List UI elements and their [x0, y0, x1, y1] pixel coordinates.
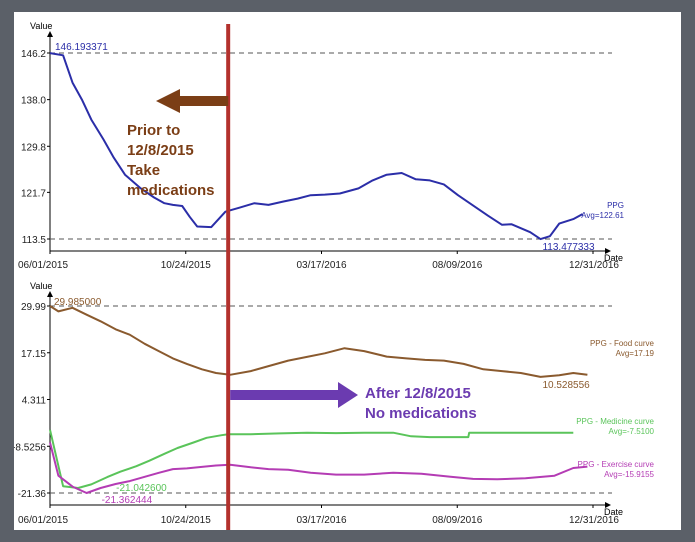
x-tick-label: 06/01/2015: [18, 260, 68, 271]
x-tick-label: 08/09/2016: [432, 260, 482, 271]
after-annotation-line: No medications: [365, 405, 477, 422]
legend-series-name: PPG - Food curve: [590, 339, 655, 348]
y-tick-label: 4.311: [22, 396, 47, 407]
x-tick-label: 10/24/2015: [161, 515, 211, 526]
x-tick-label: 12/31/2016: [569, 515, 619, 526]
x-tick-label: 12/31/2016: [569, 260, 619, 271]
data-label: -21.362444: [102, 495, 153, 506]
y-tick-label: 121.7: [21, 188, 46, 199]
x-tick-label: 03/17/2016: [296, 515, 346, 526]
x-tick-label: 06/01/2015: [18, 515, 68, 526]
y-tick-label: 17.15: [21, 349, 46, 360]
legend-series-avg: Avg=17.19: [616, 349, 655, 358]
y-tick-label: 113.5: [22, 235, 47, 246]
y-axis-label: Value: [30, 281, 52, 291]
right-arrow-icon: [230, 382, 358, 408]
x-axis-arrow-icon: [605, 502, 611, 508]
chart-svg: Value Date 146.2 138.0 129.8 121.7 113.5 06/01/…: [14, 21, 655, 530]
x-tick-label: 10/24/2015: [161, 260, 211, 271]
y-tick-label: 146.2: [21, 49, 46, 60]
y-tick-label: 138.0: [21, 96, 46, 107]
data-label: 29.985000: [54, 297, 102, 308]
before-annotation-line: Prior to: [127, 122, 180, 139]
chart-panel: Value Date 146.2 138.0 129.8 121.7 113.5 06/01/…: [14, 12, 681, 530]
series-line-0: [49, 305, 588, 378]
before-annotation-line: Take: [127, 162, 160, 179]
x-tick-label: 08/09/2016: [432, 515, 482, 526]
legend-series-name: PPG - Exercise curve: [578, 460, 655, 469]
x-axis-arrow-icon: [605, 248, 611, 254]
y-tick-label: 29.99: [21, 302, 46, 313]
y-axis-arrow-icon: [47, 291, 53, 297]
series-line-1: [49, 429, 574, 489]
series-line-2: [49, 442, 588, 494]
legend-series-avg: Avg=122.61: [581, 211, 624, 220]
x-axis-label: Date: [604, 253, 623, 263]
y-tick-label: 129.8: [21, 142, 46, 153]
legend-series-avg: Avg=-7.5100: [609, 427, 655, 436]
series-line-0: [49, 52, 584, 241]
x-axis-label: Date: [604, 507, 623, 517]
y-axis-arrow-icon: [47, 31, 53, 37]
after-annotation-line: After 12/8/2015: [365, 385, 471, 402]
legend-series-name: PPG - Medicine curve: [576, 417, 654, 426]
data-label: 146.193371: [55, 42, 108, 53]
y-tick-label: -8.5256: [14, 442, 46, 453]
data-label: 10.528556: [542, 380, 590, 391]
left-arrow-icon: [156, 89, 229, 113]
legend-series-avg: Avg=-15.9155: [604, 470, 654, 479]
legend-series-name: PPG: [607, 201, 624, 210]
data-label: -21.042600: [116, 483, 167, 494]
y-tick-label: -21.36: [18, 489, 47, 500]
before-annotation-line: medications: [127, 182, 215, 199]
x-tick-label: 03/17/2016: [296, 260, 346, 271]
y-axis-label: Value: [30, 21, 52, 31]
before-annotation-line: 12/8/2015: [127, 142, 194, 159]
data-label: 113.477333: [542, 242, 595, 253]
